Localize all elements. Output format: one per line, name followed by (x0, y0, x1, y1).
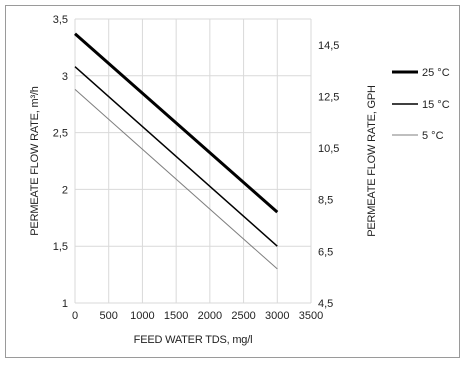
legend-label: 15 °C (422, 99, 450, 111)
y2-tick-label: 14,5 (318, 40, 339, 52)
y-tick-label: 3,5 (53, 14, 68, 26)
y-tick-label: 2 (62, 184, 68, 196)
x-tick-label: 3000 (265, 310, 289, 322)
chart-frame (5, 5, 460, 358)
y2-tick-label: 4,5 (318, 298, 333, 310)
legend-label: 5 °C (422, 130, 444, 142)
x-axis-title: FEED WATER TDS, mg/l (134, 334, 253, 346)
x-tick-label: 1000 (130, 310, 154, 322)
tick-labels: 0 500 1000 1500 2000 2500 3000 3500 1 1,5 2 2,5 3 3,5… (53, 14, 340, 322)
x-tick-label: 1500 (164, 310, 188, 322)
series-line (74, 66, 278, 247)
y-tick-label: 1,5 (53, 241, 68, 253)
y2-tick-label: 10,5 (318, 143, 339, 155)
legend: 25 °C 15 °C 5 °C (392, 67, 450, 142)
series-line (74, 32, 279, 214)
y-tick-label: 1 (62, 298, 68, 310)
x-tick-label: 3500 (299, 310, 323, 322)
y2-tick-label: 6,5 (318, 246, 333, 258)
series-line (74, 89, 278, 270)
gridlines (74, 18, 312, 304)
legend-label: 25 °C (422, 67, 450, 79)
y-tick-label: 3 (62, 71, 68, 83)
series-lines (74, 32, 279, 270)
x-tick-label: 2500 (231, 310, 255, 322)
y2-tick-label: 12,5 (318, 91, 339, 103)
y-tick-label: 2,5 (53, 128, 68, 140)
x-tick-label: 0 (72, 310, 78, 322)
x-tick-label: 500 (100, 310, 118, 322)
x-tick-label: 2000 (198, 310, 222, 322)
y-axis-title: PERMEATE FLOW RATE, m³/h (29, 86, 41, 235)
y2-axis-title: PERMEATE FLOW RATE, GPH (366, 85, 378, 237)
y2-tick-label: 8,5 (318, 195, 333, 207)
